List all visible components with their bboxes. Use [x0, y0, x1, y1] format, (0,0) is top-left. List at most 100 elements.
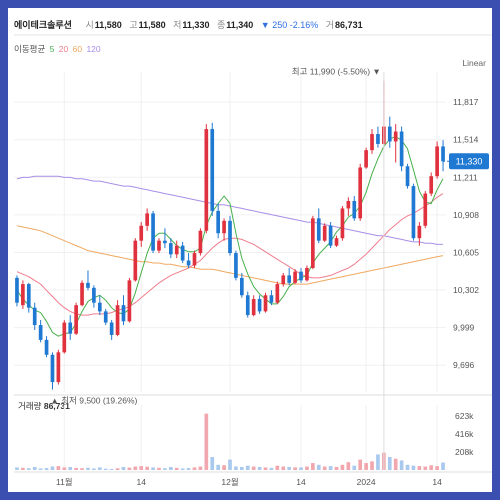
candle-body — [393, 131, 398, 142]
candle-body — [311, 218, 315, 268]
high-value: 11,580 — [138, 20, 166, 30]
candle-body — [174, 245, 179, 255]
x-tick-label: 12월 — [221, 477, 238, 487]
volume-bar — [417, 466, 422, 470]
volume-bar — [62, 467, 67, 470]
x-tick-label: 2024 — [357, 477, 376, 487]
volume-panel-value: 86,731 — [43, 401, 70, 411]
candle-body — [228, 220, 232, 254]
candle-body — [352, 200, 357, 219]
volume-bar — [269, 467, 274, 470]
candle-body — [387, 126, 392, 142]
candle-body — [275, 284, 280, 303]
y-tick-label: 10,908 — [453, 210, 479, 220]
volume-bar — [234, 466, 238, 470]
volume-bar — [74, 467, 78, 470]
open-label: 시 — [85, 20, 94, 30]
volume-bar — [287, 466, 292, 470]
volume-bar — [139, 466, 144, 470]
stock-name: 에이테크솔루션 — [14, 20, 72, 30]
ma-60-label: 60 — [72, 44, 83, 54]
volume-bar — [435, 466, 439, 470]
volume-bar — [92, 468, 96, 470]
y-tick-label: 11,211 — [453, 172, 478, 182]
candle-body — [74, 305, 78, 334]
candle-body — [435, 146, 439, 177]
volume-bar — [56, 466, 61, 470]
candle-body — [62, 322, 67, 353]
ma-120-label: 120 — [86, 44, 101, 54]
volume-bar — [429, 465, 434, 470]
candle-body — [157, 240, 161, 251]
volume-bar — [216, 464, 220, 470]
volume-bar — [275, 465, 280, 470]
volume-bar — [322, 466, 327, 470]
candle-body — [257, 298, 262, 312]
min-annotation: ▲ 최저 9,500 (19.26%) — [50, 396, 137, 406]
volume-bar — [168, 466, 173, 470]
volume-label: 거 — [325, 20, 335, 30]
candle-body — [281, 275, 286, 285]
close-label: 종 — [216, 20, 226, 30]
candle-body — [198, 230, 203, 254]
volume-bar — [68, 466, 73, 470]
candle-body — [15, 277, 19, 303]
scale-toggle[interactable]: Linear — [462, 58, 486, 68]
volume-bar — [32, 466, 37, 470]
volume-bar — [245, 465, 250, 470]
candle-body — [168, 243, 173, 255]
candle-body — [50, 354, 55, 383]
ma-label: 이동평균 — [14, 44, 46, 54]
candle-body — [121, 305, 126, 322]
close-value: 11,340 — [226, 20, 254, 30]
volume-bar — [145, 466, 149, 470]
candle-body — [305, 267, 309, 281]
candle-body — [293, 271, 297, 283]
candle-body — [186, 260, 191, 266]
volume-bar — [174, 467, 179, 470]
candle-body — [68, 322, 73, 334]
chart-panel — [8, 8, 492, 492]
candle-body — [32, 307, 37, 326]
candle-body — [240, 277, 244, 296]
volume-bar — [109, 468, 114, 470]
candle-body — [441, 146, 445, 162]
volume-bar — [204, 413, 209, 470]
volume-bar — [210, 457, 215, 470]
volume-tick-label: 623k — [455, 411, 474, 421]
volume-panel-label: 거래량 — [18, 401, 42, 411]
x-tick-label: 11월 — [56, 477, 73, 487]
price-summary: 에이테크솔루션 시11,580 고11,580 저11,330 종11,340 … — [14, 18, 363, 31]
open-value: 11,580 — [94, 20, 122, 30]
candle-body — [376, 134, 380, 144]
low-value: 11,330 — [182, 20, 210, 30]
max-annotation: 최고 11,990 (-5.50%) ▼ — [292, 67, 381, 77]
candle-body — [405, 166, 410, 187]
candle-body — [216, 210, 220, 234]
candle-body — [210, 129, 215, 211]
volume-bar — [38, 468, 43, 470]
ma-5-label: 5 — [49, 44, 55, 54]
candle-body — [234, 253, 238, 278]
x-tick-label: 14 — [296, 477, 306, 487]
volume-bar — [222, 465, 226, 470]
volume-bar — [281, 466, 286, 470]
volume-bar — [334, 466, 339, 470]
volume-bar — [198, 466, 203, 470]
candle-body — [145, 213, 149, 226]
candle-body — [334, 238, 339, 246]
candle-body — [21, 284, 25, 306]
candle-body — [139, 225, 144, 241]
volume-bar — [97, 467, 102, 470]
volume-bar — [423, 466, 428, 470]
candle-body — [245, 295, 250, 316]
candle-body — [163, 240, 167, 244]
moving-average-legend[interactable]: 이동평균 5 20 60 120 — [14, 43, 103, 55]
y-tick-label: 9,999 — [453, 323, 475, 333]
candle-body — [151, 213, 155, 251]
volume-bar — [293, 467, 297, 470]
high-label: 고 — [129, 20, 138, 30]
candle-body — [192, 253, 197, 266]
candle-body — [26, 284, 31, 308]
